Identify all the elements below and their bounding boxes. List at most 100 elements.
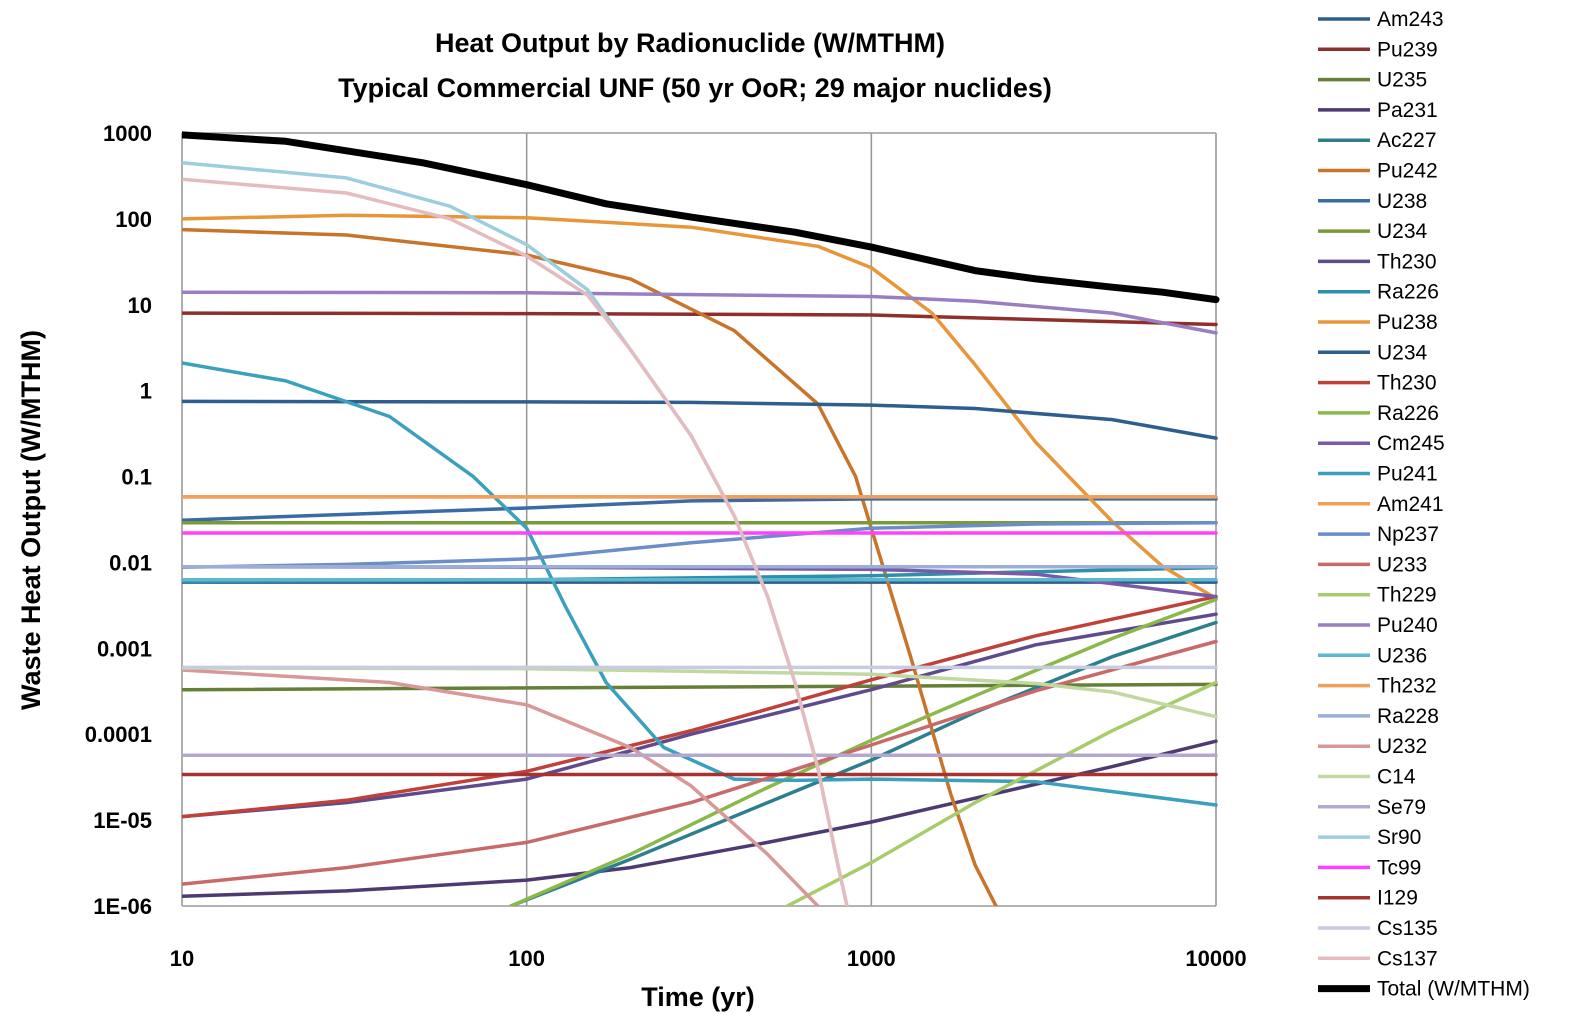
legend-item: U234 (1318, 341, 1428, 364)
legend-label: Th230 (1377, 250, 1437, 273)
legend-item: U238 (1318, 190, 1427, 213)
legend-label: Th229 (1377, 584, 1437, 607)
legend-label: Pu242 (1377, 160, 1438, 183)
x-tick-label: 10000 (1185, 946, 1246, 971)
chart-subtitle: Typical Commercial UNF (50 yr OoR; 29 ma… (338, 73, 1052, 103)
series-line-np237 (182, 520, 1218, 569)
series-line-u232 (182, 668, 820, 906)
legend-label: Ac227 (1377, 129, 1437, 152)
legend-label: Cm245 (1377, 432, 1445, 455)
legend-label: Se79 (1377, 796, 1426, 819)
series-layer (182, 131, 1220, 906)
series-line-th230 (182, 594, 1218, 819)
legend-item: C14 (1318, 766, 1416, 789)
y-tick-labels: 1000 100 10 1 0.1 0.01 0.001 0.0001 1E-05 1E-06 (85, 121, 152, 919)
legend-item: U232 (1318, 735, 1427, 758)
legend-item: U236 (1318, 644, 1427, 667)
y-tick-label: 10 (128, 293, 152, 318)
series-line-th229 (785, 680, 1218, 906)
legend-item: Am241 (1318, 493, 1444, 516)
series-line-u233 (182, 639, 1218, 886)
legend-label: Pa231 (1377, 99, 1438, 122)
y-axis-title: Waste Heat Output (W/MTHM) (16, 330, 46, 710)
y-tick-label: 0.01 (109, 550, 152, 575)
legend-item: Th230 (1318, 250, 1437, 273)
legend-item: Ra228 (1318, 705, 1439, 728)
legend-item: Pu240 (1318, 614, 1438, 637)
legend-label: Cs135 (1377, 917, 1438, 940)
legend-item: U233 (1318, 553, 1427, 576)
series-line-total-w-mthm (182, 131, 1220, 304)
legend-label: Am241 (1377, 493, 1444, 516)
legend-item: Cs135 (1318, 917, 1438, 940)
y-tick-label: 0.1 (121, 465, 152, 490)
legend-item: Cm245 (1318, 432, 1445, 455)
series-line-pu242 (182, 227, 998, 906)
series-line-pa231 (182, 739, 1218, 898)
legend-item: U234 (1318, 220, 1428, 243)
grid-layer (181, 132, 1217, 907)
legend-label: Pu241 (1377, 463, 1438, 486)
legend-label: Th232 (1377, 675, 1437, 698)
legend-item: U235 (1318, 69, 1427, 92)
legend-label: Ra228 (1377, 705, 1439, 728)
legend-item: Am243 (1318, 8, 1444, 31)
legend-item: Th230 (1318, 372, 1437, 395)
series-line-th230 (182, 612, 1218, 819)
x-tick-label: 10 (170, 946, 194, 971)
legend-item: Se79 (1318, 796, 1426, 819)
legend-label: U235 (1377, 69, 1427, 92)
legend-item: Pu242 (1318, 160, 1438, 183)
legend-label: U234 (1377, 220, 1428, 243)
y-tick-label: 100 (115, 207, 152, 232)
legend-label: U234 (1377, 341, 1428, 364)
legend-item: Pu241 (1318, 463, 1438, 486)
legend-item: Ra226 (1318, 402, 1439, 425)
legend-label: Pu240 (1377, 614, 1438, 637)
legend-item: Total (W/MTHM) (1318, 978, 1530, 1001)
series-line-pu240 (182, 290, 1218, 335)
chart-title: Heat Output by Radionuclide (W/MTHM) (435, 28, 945, 58)
legend-item: Th229 (1318, 584, 1437, 607)
legend-item: Pu238 (1318, 311, 1438, 334)
legend-label: I129 (1377, 887, 1418, 910)
legend-item: Ra226 (1318, 281, 1439, 304)
legend-item: Th232 (1318, 675, 1437, 698)
series-line-cs137 (182, 177, 849, 906)
x-tick-label: 1000 (847, 946, 896, 971)
legend-label: Cs137 (1377, 947, 1438, 970)
legend-label: Am243 (1377, 8, 1444, 31)
y-tick-label: 1E-06 (93, 894, 152, 919)
legend-item: Cs137 (1318, 947, 1438, 970)
series-line-c14 (182, 666, 1218, 719)
legend-label: Total (W/MTHM) (1377, 978, 1530, 1001)
series-line-ra226 (509, 597, 1218, 906)
y-tick-label: 1000 (103, 121, 152, 146)
series-line-u234 (182, 399, 1218, 440)
legend-item: Sr90 (1318, 826, 1421, 849)
legend-item: Np237 (1318, 523, 1439, 546)
legend-label: U233 (1377, 553, 1427, 576)
legend-label: Sr90 (1377, 826, 1421, 849)
legend-label: Pu238 (1377, 311, 1438, 334)
legend-item: Tc99 (1318, 856, 1421, 879)
series-line-pu238 (182, 213, 1218, 601)
legend-item: I129 (1318, 887, 1418, 910)
legend-label: U236 (1377, 644, 1427, 667)
legend-label: Pu239 (1377, 38, 1438, 61)
series-line-pu241 (182, 361, 1218, 807)
series-line-u238 (182, 497, 1218, 522)
legend-label: Ra226 (1377, 281, 1439, 304)
legend-label: C14 (1377, 766, 1416, 789)
legend: Am243 Pu239 U235 Pa231 Ac227 Pu242 U238 U234 Th2… (1318, 8, 1530, 1001)
y-tick-label: 0.001 (97, 636, 152, 661)
x-tick-label: 100 (508, 946, 545, 971)
legend-label: U232 (1377, 735, 1427, 758)
y-tick-label: 1 (140, 379, 152, 404)
y-tick-label: 0.0001 (85, 722, 152, 747)
legend-label: U238 (1377, 190, 1427, 213)
y-tick-label: 1E-05 (93, 808, 152, 833)
legend-item: Pu239 (1318, 38, 1438, 61)
legend-label: Tc99 (1377, 856, 1421, 879)
